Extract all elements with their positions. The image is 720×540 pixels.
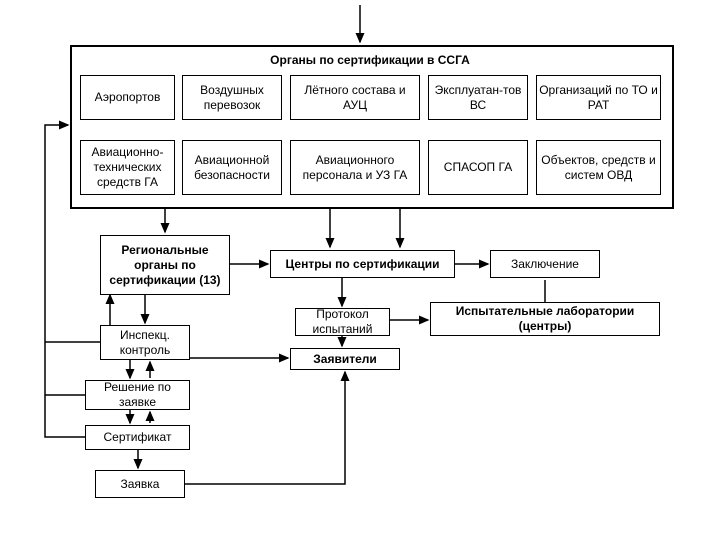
labs-box: Испытательные лаборатории (центры) bbox=[430, 302, 660, 336]
centers-label: Центры по сертификации bbox=[286, 257, 440, 272]
protocol-box: Протокол испытаний bbox=[295, 308, 390, 336]
inspection-box: Инспекц. контроль bbox=[100, 325, 190, 360]
cell-r1c4: Эксплуатан-тов ВС bbox=[428, 75, 528, 120]
cell-r2c2: Авиационной безопасности bbox=[182, 140, 282, 195]
cell-r1c1: Аэропортов bbox=[80, 75, 175, 120]
cell-r2c1: Авиационно-технических средств ГА bbox=[80, 140, 175, 195]
applicants-label: Заявители bbox=[313, 352, 377, 367]
certificate-box: Сертификат bbox=[85, 425, 190, 450]
application-box: Заявка bbox=[95, 470, 185, 498]
cell-r2c5: Объектов, средств и систем ОВД bbox=[536, 140, 661, 195]
title: Органы по сертификации в ССГА bbox=[72, 47, 668, 73]
decision-box: Решение по заявке bbox=[85, 380, 190, 410]
conclusion-box: Заключение bbox=[490, 250, 600, 278]
regional-box: Региональные органы по сертификации (13) bbox=[100, 235, 230, 295]
cell-r2c4: СПАСОП ГА bbox=[428, 140, 528, 195]
labs-label: Испытательные лаборатории (центры) bbox=[433, 304, 657, 334]
cell-r2c3: Авиационного персонала и УЗ ГА bbox=[290, 140, 420, 195]
cell-r1c3: Лётного состава и АУЦ bbox=[290, 75, 420, 120]
applicants-box: Заявители bbox=[290, 348, 400, 370]
cell-r1c2: Воздушных перевозок bbox=[182, 75, 282, 120]
centers-box: Центры по сертификации bbox=[270, 250, 455, 278]
cell-r1c5: Организаций по ТО и РАТ bbox=[536, 75, 661, 120]
regional-label: Региональные органы по сертификации (13) bbox=[103, 243, 227, 288]
